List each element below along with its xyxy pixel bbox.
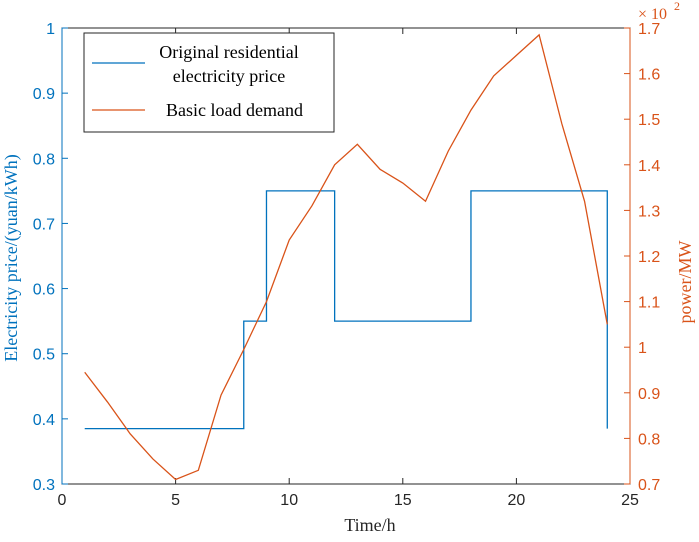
right-axis-ticks: 0.7 0.8 0.9 1 1.1 1.2 1.3 1.4 1.5 1.6 1.7 (624, 21, 660, 494)
left-tick-label: 0.9 (33, 86, 55, 103)
right-tick-label: 0.9 (638, 386, 660, 403)
legend-label-price-line1: Original residential (159, 42, 298, 62)
right-tick-label: 0.8 (638, 431, 660, 448)
right-axis-exponent: 2 (674, 0, 680, 13)
x-tick-label: 0 (58, 492, 67, 509)
right-tick-label: 1.6 (638, 67, 660, 84)
right-tick-label: 0.7 (638, 477, 660, 494)
series-line-electricity-price (84, 190, 608, 430)
left-tick-label: 0.8 (33, 151, 55, 168)
left-tick-label: 0.3 (33, 477, 55, 494)
left-axis-label: Electricity price/(yuan/kWh) (1, 154, 22, 361)
right-axis-label: power/MW (675, 241, 695, 324)
series-line-load-demand (84, 33, 608, 481)
right-tick-label: 1.1 (638, 295, 660, 312)
right-tick-label: 1 (638, 340, 647, 357)
left-tick-label: 0.6 (33, 282, 55, 299)
right-tick-label: 1.3 (638, 203, 660, 220)
right-tick-label: 1.5 (638, 112, 660, 129)
legend-box (83, 32, 335, 133)
left-tick-label: 0.4 (33, 412, 55, 429)
right-tick-label: 1.2 (638, 249, 660, 266)
legend-label-load: Basic load demand (166, 100, 303, 120)
x-axis-ticks: 0 5 10 15 20 25 (58, 28, 639, 509)
x-tick-label: 15 (394, 492, 412, 509)
x-axis-label: Time/h (344, 515, 395, 535)
legend: Original residential electricity price B… (83, 32, 335, 133)
right-axis-multiplier: × 10 (638, 6, 667, 23)
x-tick-label: 5 (171, 492, 180, 509)
legend-label-price-line2: electricity price (173, 66, 285, 86)
x-tick-label: 10 (280, 492, 298, 509)
left-tick-label: 1 (46, 21, 55, 38)
left-tick-label: 0.5 (33, 347, 55, 364)
right-tick-label: 1.7 (638, 21, 660, 38)
left-tick-label: 0.7 (33, 216, 55, 233)
left-axis-ticks: 0.3 0.4 0.5 0.6 0.7 0.8 0.9 1 (33, 21, 68, 494)
x-tick-label: 25 (621, 492, 639, 509)
x-tick-label: 20 (508, 492, 526, 509)
series-layer (84, 33, 608, 481)
right-tick-label: 1.4 (638, 158, 660, 175)
